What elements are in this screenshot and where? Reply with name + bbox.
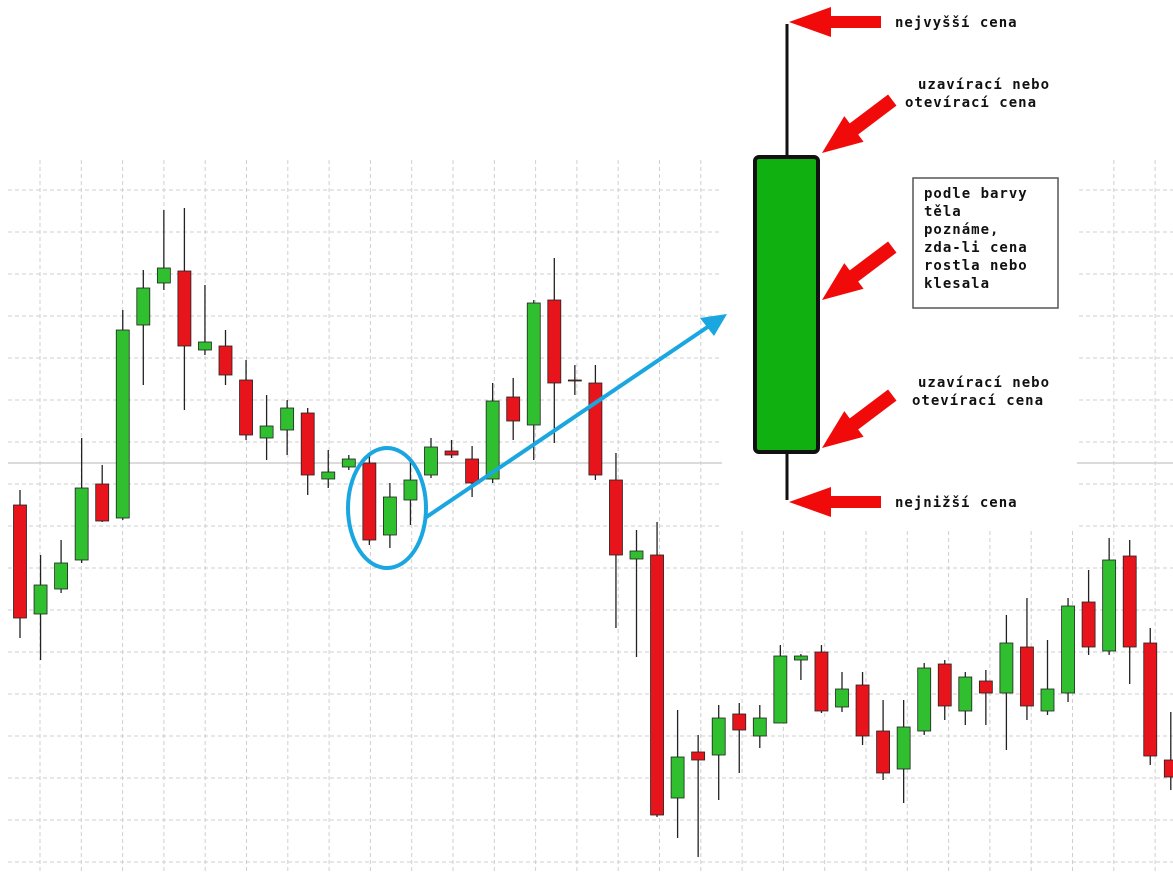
- candle-body: [1020, 646, 1034, 707]
- candle-body: [1081, 601, 1096, 648]
- label-lower: otevírací cena: [912, 393, 1044, 409]
- candle-body: [1102, 559, 1117, 652]
- note-line: rostla nebo: [924, 258, 1028, 274]
- candle-body: [752, 717, 767, 737]
- candle-body: [13, 504, 27, 619]
- candle-body: [300, 412, 315, 476]
- candle-body: [629, 550, 644, 560]
- pointer-arrow-head: [700, 314, 727, 336]
- candle-body: [526, 302, 541, 426]
- candle-body: [33, 584, 48, 615]
- candle-body: [1040, 688, 1055, 712]
- label-upper: otevírací cena: [905, 95, 1037, 111]
- candle-body: [1122, 555, 1137, 648]
- pointer-arrow: [423, 320, 717, 520]
- label-upper: uzavírací nebo: [918, 77, 1050, 93]
- candle-body: [321, 471, 336, 480]
- candle-body: [115, 329, 130, 519]
- candle-body: [876, 730, 890, 774]
- candle-body: [773, 655, 788, 724]
- candle-body: [218, 345, 233, 376]
- arrow: [789, 487, 881, 517]
- candle-body: [465, 458, 480, 484]
- candles: [13, 208, 1173, 857]
- highlight-circle: [346, 446, 428, 570]
- candle-body: [362, 462, 377, 541]
- red-arrows: [789, 7, 897, 517]
- candle-body: [156, 267, 171, 284]
- candle-body: [670, 756, 685, 799]
- note-line: klesala: [924, 276, 990, 292]
- candle-body: [403, 479, 418, 501]
- candle-body: [547, 299, 562, 384]
- example-body: [753, 155, 820, 454]
- arrow: [789, 7, 881, 37]
- candle-body: [136, 287, 151, 326]
- note-line: zda-li cena: [924, 240, 1028, 256]
- note-line: těla: [924, 204, 962, 220]
- candle-body: [691, 751, 706, 761]
- candle-body: [650, 554, 664, 816]
- candle-body: [382, 496, 397, 536]
- note-line: podle barvy: [924, 186, 1028, 202]
- candle-body: [341, 458, 356, 468]
- label-lowest: nejnižší cena: [895, 495, 1018, 511]
- candle-body: [937, 663, 952, 707]
- candle-body: [917, 667, 932, 732]
- candle-body: [198, 341, 212, 351]
- candle-body: [259, 425, 274, 439]
- candle-body: [239, 379, 253, 436]
- candle-body: [424, 446, 438, 476]
- candle-body: [814, 651, 829, 712]
- candle-body: [855, 684, 870, 737]
- candle-body: [732, 713, 747, 731]
- candle-body: [1163, 759, 1173, 778]
- candle-body: [711, 717, 726, 756]
- candle-body: [835, 688, 849, 708]
- candle-body: [506, 396, 521, 422]
- label-lower: uzavírací nebo: [918, 375, 1050, 391]
- candle-body: [609, 479, 623, 556]
- candle-body: [485, 400, 500, 480]
- candle-body: [444, 450, 459, 456]
- candle-body: [588, 382, 603, 476]
- candle-body: [1061, 605, 1075, 694]
- label-highest: nejvyšší cena: [895, 15, 1018, 31]
- candle-body: [74, 487, 89, 561]
- candle-body: [978, 680, 993, 694]
- arrow: [822, 389, 897, 448]
- candle-body: [896, 726, 911, 770]
- arrow: [822, 94, 897, 153]
- candle-body: [177, 270, 192, 347]
- candle-body: [999, 642, 1014, 694]
- candle-body: [1143, 642, 1158, 757]
- note-box: [912, 177, 1059, 309]
- arrow: [822, 241, 897, 300]
- candle-body: [95, 483, 110, 522]
- candle-body: [280, 407, 295, 431]
- note-line: poznáme,: [924, 222, 999, 238]
- candle-body: [567, 379, 582, 382]
- candle-body: [958, 676, 973, 712]
- candle-body: [794, 655, 808, 661]
- candle-body: [54, 562, 68, 590]
